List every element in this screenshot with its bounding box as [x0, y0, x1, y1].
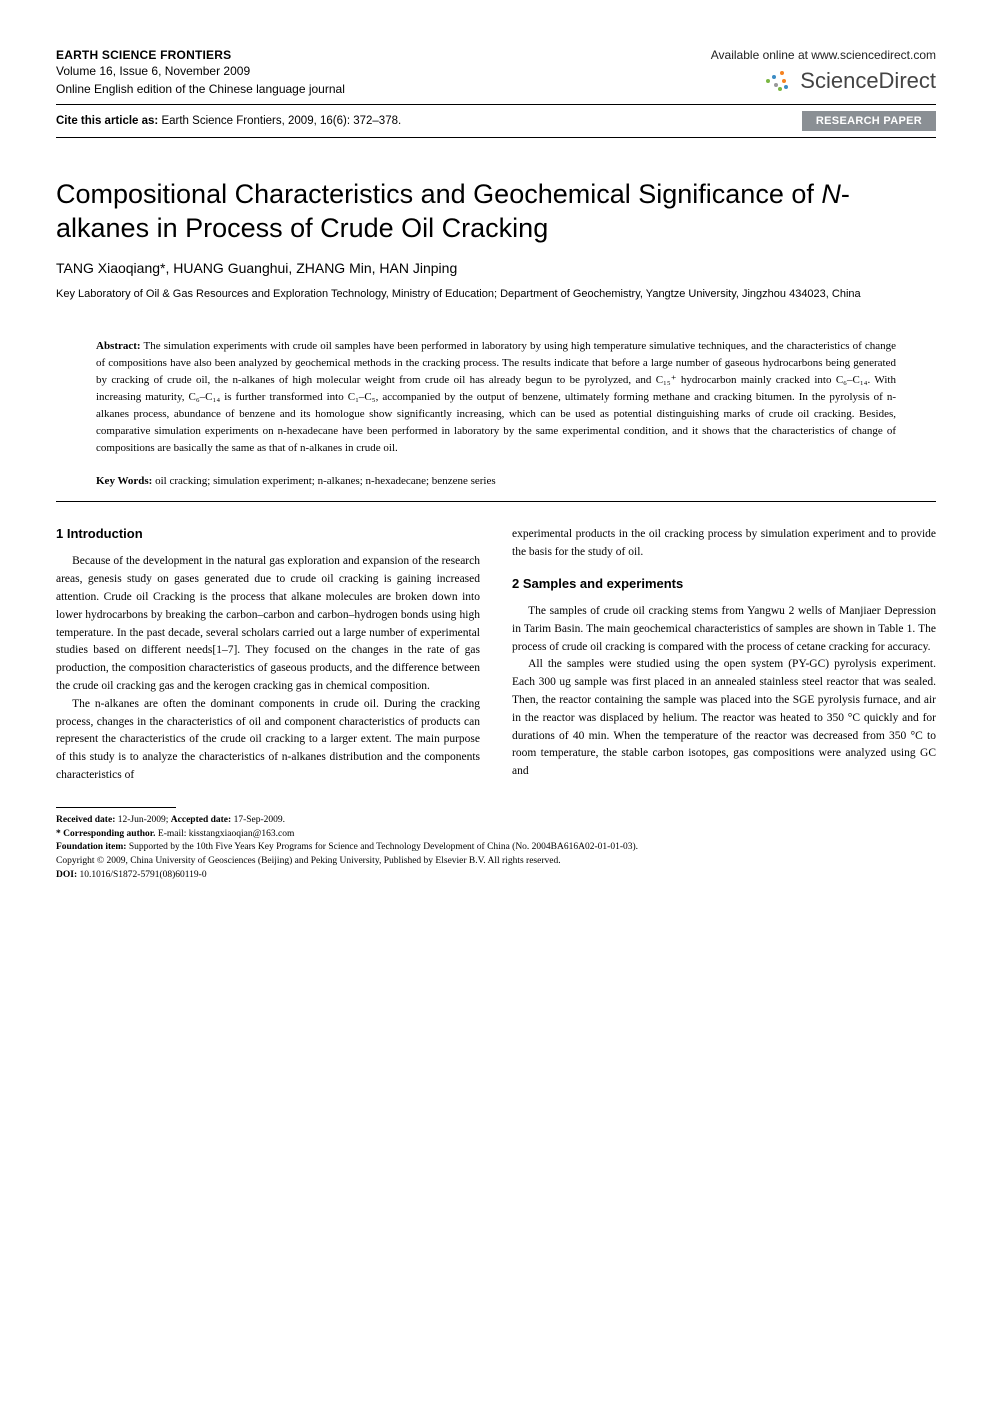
received-label: Received date:: [56, 815, 115, 825]
article-title: Compositional Characteristics and Geoche…: [56, 178, 936, 246]
footnote-divider: [56, 807, 176, 808]
foundation-label: Foundation item:: [56, 842, 126, 852]
cite-label: Cite this article as:: [56, 115, 158, 127]
received-date: 12-Jun-2009;: [115, 815, 170, 825]
left-column: 1 Introduction Because of the developmen…: [56, 526, 480, 785]
journal-header: EARTH SCIENCE FRONTIERS Volume 16, Issue…: [56, 48, 936, 98]
corresponding-author-line: * Corresponding author. E-mail: kisstang…: [56, 828, 936, 842]
journal-info: EARTH SCIENCE FRONTIERS Volume 16, Issue…: [56, 48, 711, 98]
doi-text: 10.1016/S1872-5791(08)60119-0: [77, 870, 206, 880]
keywords-body: oil cracking; simulation experiment; n-a…: [152, 475, 495, 487]
received-accepted-line: Received date: 12-Jun-2009; Accepted dat…: [56, 814, 936, 828]
section-2-heading: 2 Samples and experiments: [512, 576, 936, 591]
journal-name: EARTH SCIENCE FRONTIERS: [56, 48, 711, 62]
corr-label: * Corresponding author.: [56, 829, 156, 839]
author-list: TANG Xiaoqiang*, HUANG Guanghui, ZHANG M…: [56, 260, 936, 276]
edition-line: Online English edition of the Chinese la…: [56, 80, 711, 98]
keywords-text: Key Words: oil cracking; simulation expe…: [96, 475, 896, 487]
right-column: experimental products in the oil crackin…: [512, 526, 936, 785]
foundation-text: Supported by the 10th Five Years Key Pro…: [126, 842, 638, 852]
citation-bar: Cite this article as: Earth Science Fron…: [56, 104, 936, 138]
footnotes: Received date: 12-Jun-2009; Accepted dat…: [56, 814, 936, 883]
samples-para-2: All the samples were studied using the o…: [512, 656, 936, 781]
abstract-body: The simulation experiments with crude oi…: [96, 340, 896, 454]
intro-para-2: The n-alkanes are often the dominant com…: [56, 696, 480, 785]
cite-value: Earth Science Frontiers, 2009, 16(6): 37…: [158, 115, 401, 127]
online-block: Available online at www.sciencedirect.co…: [711, 48, 936, 94]
affiliation: Key Laboratory of Oil & Gas Resources an…: [56, 286, 936, 303]
body-columns: 1 Introduction Because of the developmen…: [56, 526, 936, 785]
sciencedirect-text: ScienceDirect: [800, 68, 936, 94]
research-paper-badge: RESEARCH PAPER: [802, 111, 936, 131]
volume-issue: Volume 16, Issue 6, November 2009: [56, 62, 711, 80]
section-1-heading: 1 Introduction: [56, 526, 480, 541]
accepted-date: 17-Sep-2009.: [231, 815, 285, 825]
sciencedirect-dots-icon: [762, 69, 792, 93]
title-italic: N: [821, 179, 841, 209]
keywords-label: Key Words:: [96, 475, 152, 487]
samples-para-1: The samples of crude oil cracking stems …: [512, 603, 936, 656]
available-online-text: Available online at www.sciencedirect.co…: [711, 48, 936, 62]
doi-line: DOI: 10.1016/S1872-5791(08)60119-0: [56, 869, 936, 883]
title-pre: Compositional Characteristics and Geoche…: [56, 179, 821, 209]
doi-label: DOI:: [56, 870, 77, 880]
section-divider: [56, 501, 936, 502]
corr-text: E-mail: kisstangxiaoqian@163.com: [156, 829, 295, 839]
citation-text: Cite this article as: Earth Science Fron…: [56, 115, 401, 127]
sciencedirect-logo: ScienceDirect: [711, 68, 936, 94]
foundation-line: Foundation item: Supported by the 10th F…: [56, 841, 936, 855]
abstract-block: Abstract: The simulation experiments wit…: [56, 338, 936, 457]
copyright-line: Copyright © 2009, China University of Ge…: [56, 855, 936, 869]
intro-para-1: Because of the development in the natura…: [56, 553, 480, 696]
keywords-block: Key Words: oil cracking; simulation expe…: [56, 475, 936, 487]
abstract-text: Abstract: The simulation experiments wit…: [96, 338, 896, 457]
abstract-label: Abstract:: [96, 340, 141, 352]
intro-para-3: experimental products in the oil crackin…: [512, 526, 936, 562]
accepted-label: Accepted date:: [171, 815, 231, 825]
